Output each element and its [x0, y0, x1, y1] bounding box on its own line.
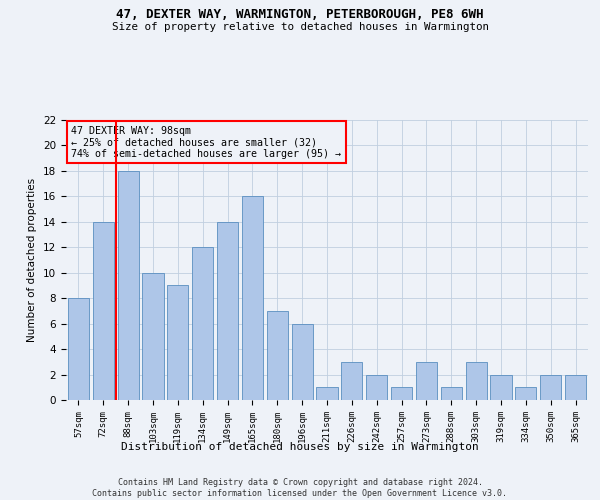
- Bar: [341, 362, 362, 400]
- Bar: [267, 311, 288, 400]
- Bar: [391, 388, 412, 400]
- Bar: [192, 248, 213, 400]
- Bar: [515, 388, 536, 400]
- Text: Contains HM Land Registry data © Crown copyright and database right 2024.
Contai: Contains HM Land Registry data © Crown c…: [92, 478, 508, 498]
- Bar: [565, 374, 586, 400]
- Text: Distribution of detached houses by size in Warmington: Distribution of detached houses by size …: [121, 442, 479, 452]
- Bar: [167, 286, 188, 400]
- Text: Size of property relative to detached houses in Warmington: Size of property relative to detached ho…: [112, 22, 488, 32]
- Bar: [292, 324, 313, 400]
- Bar: [490, 374, 512, 400]
- Bar: [466, 362, 487, 400]
- Bar: [68, 298, 89, 400]
- Bar: [93, 222, 114, 400]
- Bar: [217, 222, 238, 400]
- Text: 47 DEXTER WAY: 98sqm
← 25% of detached houses are smaller (32)
74% of semi-detac: 47 DEXTER WAY: 98sqm ← 25% of detached h…: [71, 126, 341, 159]
- Bar: [441, 388, 462, 400]
- Y-axis label: Number of detached properties: Number of detached properties: [28, 178, 37, 342]
- Bar: [242, 196, 263, 400]
- Bar: [540, 374, 561, 400]
- Bar: [142, 272, 164, 400]
- Text: 47, DEXTER WAY, WARMINGTON, PETERBOROUGH, PE8 6WH: 47, DEXTER WAY, WARMINGTON, PETERBOROUGH…: [116, 8, 484, 20]
- Bar: [316, 388, 338, 400]
- Bar: [416, 362, 437, 400]
- Bar: [118, 171, 139, 400]
- Bar: [366, 374, 387, 400]
